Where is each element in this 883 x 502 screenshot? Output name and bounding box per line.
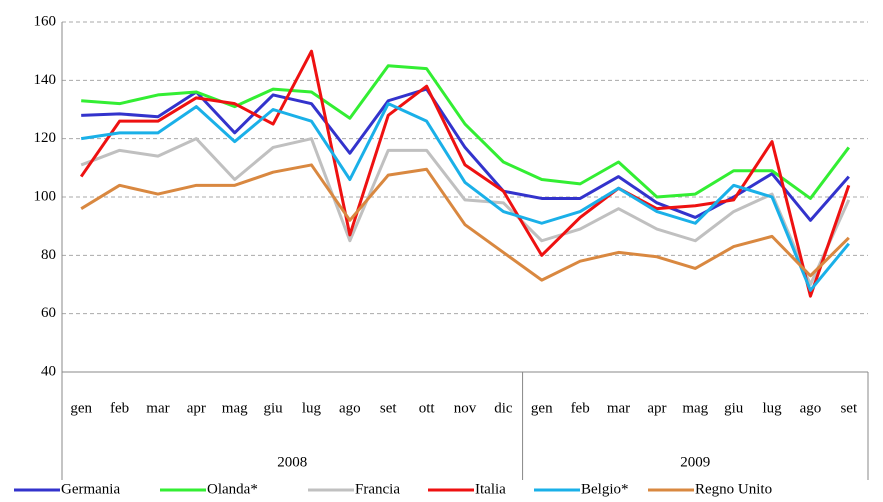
series-line <box>81 87 850 222</box>
y-tick-label: 80 <box>41 247 56 263</box>
x-tick-label: set <box>380 400 397 416</box>
legend-label: Regno Unito <box>695 481 772 497</box>
legend-label: Germania <box>61 481 120 497</box>
y-tick-label: 160 <box>34 13 57 29</box>
series-line <box>80 102 850 292</box>
x-tick-label: giu <box>724 400 744 416</box>
x-tick-label: lug <box>302 400 322 416</box>
y-tick-label: 100 <box>34 188 57 204</box>
legend-label: Belgio* <box>581 481 629 497</box>
y-tick-label: 140 <box>34 72 57 88</box>
x-tick-label: gen <box>70 400 92 416</box>
x-tick-label: ago <box>800 400 822 416</box>
y-tick-label: 60 <box>41 305 56 321</box>
series-line <box>80 163 850 282</box>
legend-label: Olanda* <box>207 481 258 497</box>
series-line <box>80 137 851 286</box>
x-tick-label: mag <box>222 400 248 416</box>
y-tick-label: 40 <box>41 363 56 379</box>
legend-label: Francia <box>355 481 400 497</box>
x-tick-label: nov <box>454 400 477 416</box>
series-line <box>81 64 851 200</box>
x-tick-label: lug <box>762 400 782 416</box>
x-tick-label: gen <box>531 400 553 416</box>
x-tick-label: feb <box>110 400 129 416</box>
legend-label: Italia <box>475 481 506 497</box>
x-tick-label: mag <box>682 400 708 416</box>
y-tick-label: 120 <box>34 130 57 146</box>
x-tick-label: mar <box>146 400 169 416</box>
x-tick-label: dic <box>494 400 513 416</box>
x-tick-label: ott <box>419 400 436 416</box>
series-line <box>79 49 851 298</box>
x-tick-label: feb <box>571 400 590 416</box>
x-tick-label: giu <box>264 400 284 416</box>
x-tick-label: apr <box>647 400 666 416</box>
group-label: 2009 <box>680 454 710 470</box>
x-tick-label: mar <box>607 400 630 416</box>
x-tick-label: ago <box>339 400 361 416</box>
x-tick-label: set <box>840 400 857 416</box>
x-tick-label: apr <box>187 400 206 416</box>
group-label: 2008 <box>277 454 307 470</box>
